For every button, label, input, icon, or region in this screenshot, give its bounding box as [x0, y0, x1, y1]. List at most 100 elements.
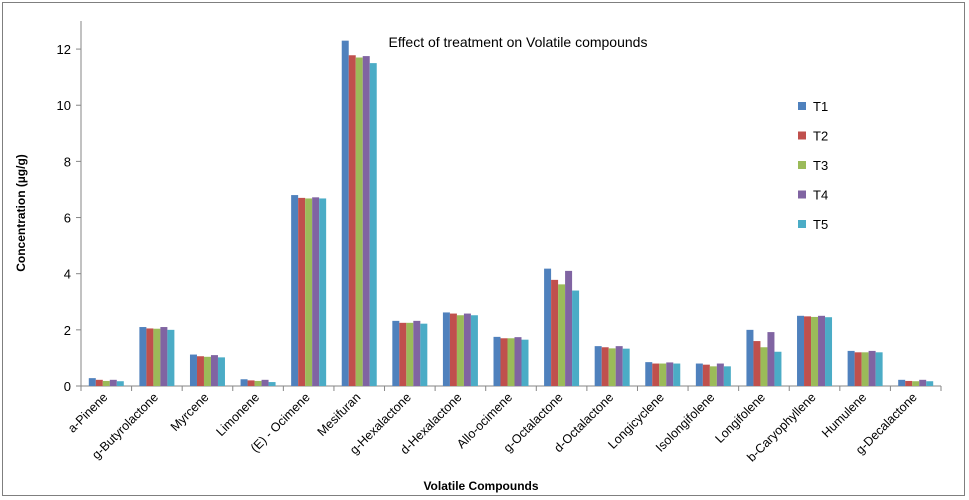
y-tick-label: 0	[64, 379, 71, 394]
bar	[493, 336, 501, 386]
bar	[463, 313, 471, 386]
bar	[926, 381, 934, 386]
bar	[139, 327, 147, 386]
bar	[572, 290, 580, 386]
legend-label: T4	[813, 188, 828, 203]
legend-swatch	[798, 161, 806, 169]
y-tick-label: 8	[64, 154, 71, 169]
bar	[811, 316, 819, 386]
bar	[341, 40, 349, 387]
bar	[442, 312, 450, 386]
bar	[95, 379, 103, 386]
bar	[818, 315, 826, 386]
bar	[319, 198, 327, 386]
bar	[189, 354, 197, 386]
bar	[167, 329, 175, 386]
bar	[868, 350, 876, 386]
bar	[551, 279, 559, 386]
bar	[109, 379, 117, 386]
bar	[362, 56, 370, 386]
bar	[355, 57, 363, 386]
bar	[875, 352, 883, 386]
bar	[521, 339, 529, 386]
bar	[116, 381, 124, 386]
bar	[753, 341, 761, 386]
bar	[210, 355, 218, 386]
x-tick-label: Longifolene	[712, 390, 768, 446]
bar	[601, 347, 609, 386]
bar	[196, 356, 204, 386]
bar	[247, 380, 255, 386]
legend-swatch	[798, 220, 806, 228]
bar	[608, 348, 616, 386]
bar	[847, 350, 855, 386]
bar	[392, 320, 400, 386]
bar	[254, 380, 262, 386]
bar	[217, 357, 225, 386]
x-tick-label: Humulene	[819, 390, 869, 440]
bar	[723, 366, 731, 386]
x-tick-label: Limonene	[213, 390, 262, 439]
x-tick-label: Mesifuran	[315, 390, 364, 439]
bar	[622, 348, 630, 386]
bar	[673, 363, 681, 386]
bar	[240, 379, 248, 386]
bar	[514, 337, 522, 386]
bar	[854, 352, 862, 386]
bar	[565, 270, 573, 386]
bar	[153, 328, 161, 386]
bar	[594, 346, 602, 386]
bar	[507, 338, 515, 386]
bar	[702, 364, 710, 386]
bar	[912, 381, 920, 386]
chart-title: Effect of treatment on Volatile compound…	[389, 34, 648, 50]
bar	[305, 198, 313, 386]
legend-label: T1	[813, 99, 828, 114]
bar	[544, 268, 552, 386]
legend-label: T2	[813, 129, 828, 144]
bar	[645, 362, 653, 386]
bar	[406, 322, 414, 386]
bar	[746, 329, 754, 386]
bar	[666, 362, 674, 386]
legend-swatch	[798, 131, 806, 140]
legend-label: T3	[813, 158, 828, 173]
y-tick-label: 4	[64, 267, 71, 282]
y-tick-label: 10	[57, 98, 71, 113]
bar	[413, 320, 421, 386]
bar	[760, 347, 768, 386]
x-tick-label: a-Pinene	[65, 390, 110, 435]
bar	[88, 378, 96, 386]
y-tick-label: 2	[64, 323, 71, 338]
bar	[203, 356, 211, 386]
bar	[767, 332, 775, 386]
x-tick-label: Myrcene	[168, 390, 212, 434]
bar	[797, 315, 805, 386]
bar	[500, 338, 508, 386]
bar	[919, 379, 927, 386]
legend-label: T5	[813, 217, 828, 232]
bar	[102, 380, 110, 386]
bar	[456, 315, 464, 386]
bar	[804, 316, 812, 386]
bar-chart: Effect of treatment on Volatile compound…	[14, 21, 942, 493]
bar	[420, 323, 428, 386]
bar	[298, 197, 306, 386]
bar	[659, 363, 667, 386]
x-axis-title: Volatile Compounds	[423, 479, 538, 493]
bar	[312, 197, 320, 386]
legend-swatch	[798, 190, 806, 199]
bar	[291, 195, 299, 386]
bar	[160, 327, 168, 386]
bar	[369, 63, 377, 386]
bar	[615, 346, 623, 386]
bar	[716, 363, 724, 386]
legend: T1 T2 T3 T4 T5	[798, 99, 828, 232]
bar	[695, 363, 703, 386]
bar	[470, 315, 478, 386]
bar	[898, 379, 906, 386]
y-axis-title: Concentration (µg/g)	[14, 154, 28, 272]
y-tick-label: 12	[57, 42, 71, 57]
bar	[449, 313, 457, 386]
